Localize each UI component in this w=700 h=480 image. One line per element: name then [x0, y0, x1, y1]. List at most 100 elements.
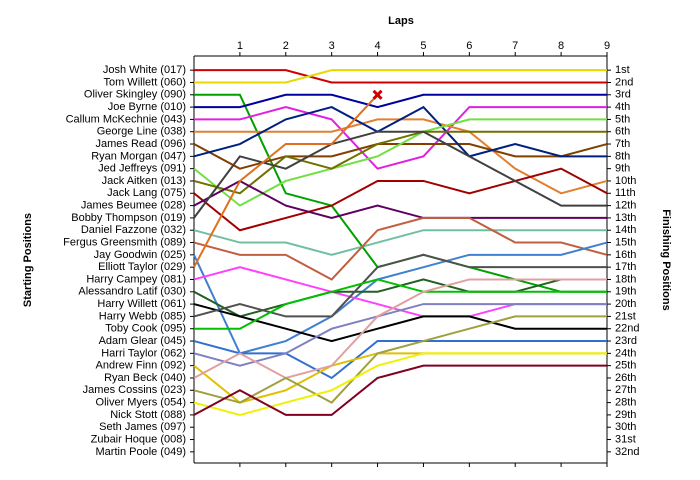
y2-tick-label: 28th	[615, 397, 636, 409]
y-tick-label: Alessandro Latif (030)	[78, 286, 186, 298]
y-tick-label: Tom Willett (060)	[103, 76, 186, 88]
y-tick-label: Harry Campey (081)	[86, 273, 186, 285]
y-axis-label: Starting Positions	[22, 213, 34, 307]
y2-tick-label: 18th	[615, 273, 636, 285]
y2-tick-label: 5th	[615, 113, 630, 125]
y2-tick-label: 16th	[615, 249, 636, 261]
y2-tick-label: 23rd	[615, 335, 637, 347]
y2-axis-label: Finishing Positions	[660, 209, 672, 310]
driver-line	[194, 93, 607, 293]
y2-tick-label: 30th	[615, 421, 636, 433]
y2-tick-label: 17th	[615, 261, 636, 273]
driver-line	[194, 69, 607, 84]
x-tick-label: 7	[512, 40, 518, 52]
driver-line	[193, 216, 608, 281]
y2-tick-label: 15th	[615, 236, 636, 248]
x-tick-label: 6	[466, 40, 472, 52]
x-tick-label: 8	[558, 40, 564, 52]
y-tick-label: Ryan Morgan (047)	[91, 150, 186, 162]
driver-line	[194, 106, 607, 170]
y2-tick-label: 10th	[615, 175, 636, 187]
driver-line	[193, 364, 607, 416]
y-tick-label: Jay Goodwin (025)	[94, 249, 186, 261]
y-tick-label: Zubair Hoque (008)	[91, 433, 186, 445]
x-tick-label: 9	[604, 40, 610, 52]
driver-line	[193, 352, 607, 416]
y2-tick-label: 6th	[615, 126, 630, 138]
y2-tick-label: 14th	[615, 224, 636, 236]
y2-tick-label: 25th	[615, 360, 636, 372]
y-tick-label: Adam Glear (045)	[99, 335, 186, 347]
driver-line	[194, 278, 607, 330]
y-tick-label: Joe Byrne (010)	[108, 101, 186, 113]
driver-line	[193, 253, 607, 318]
y2-tick-label: 9th	[615, 163, 630, 175]
y-tick-label: Jack Aitken (013)	[102, 175, 186, 187]
driver-line	[193, 143, 608, 170]
driver-line	[193, 94, 379, 268]
y-tick-label: George Line (038)	[97, 126, 186, 138]
driver-line	[193, 315, 607, 404]
y2-tick-label: 24th	[615, 347, 636, 359]
y-tick-label: Harri Taylor (062)	[101, 347, 186, 359]
driver-line	[193, 241, 608, 355]
y-tick-label: Daniel Fazzone (032)	[81, 224, 186, 236]
y-tick-label: Oliver Skingley (090)	[84, 89, 186, 101]
y-tick-label: Toby Cook (095)	[105, 323, 186, 335]
y-tick-label: Jed Jeffreys (091)	[98, 163, 186, 175]
y2-tick-label: 8th	[615, 150, 630, 162]
x-tick-label: 1	[237, 40, 243, 52]
driver-line	[193, 303, 607, 367]
driver-line	[193, 105, 607, 158]
y-tick-label: Harry Webb (085)	[99, 310, 186, 322]
x-tick-label: 2	[283, 40, 289, 52]
y-tick-label: Josh White (017)	[103, 64, 186, 76]
y2-tick-label: 1st	[615, 64, 630, 76]
y-tick-label: Seth James (097)	[99, 421, 186, 433]
y-tick-label: Oliver Myers (054)	[96, 397, 186, 409]
chart-title: Laps	[388, 15, 414, 27]
y2-tick-label: 4th	[615, 101, 630, 113]
driver-line	[193, 167, 608, 232]
driver-line	[193, 130, 607, 195]
y2-tick-label: 11th	[615, 187, 636, 199]
y2-tick-label: 20th	[615, 298, 636, 310]
y2-tick-label: 7th	[615, 138, 630, 150]
y2-tick-label: 21st	[615, 310, 636, 322]
retired-marker	[372, 89, 383, 100]
y-tick-label: James Beumee (028)	[81, 200, 186, 212]
y-tick-label: Martin Poole (049)	[96, 446, 187, 458]
y-tick-label: Callum McKechnie (043)	[66, 113, 186, 125]
y-tick-label: Nick Stott (088)	[110, 409, 186, 421]
driver-line	[193, 340, 607, 380]
y-tick-label: Elliott Taylor (029)	[98, 261, 186, 273]
y-tick-label: James Read (096)	[96, 138, 187, 150]
y2-tick-label: 12th	[615, 200, 636, 212]
y-tick-label: Harry Willett (061)	[97, 298, 186, 310]
driver-line	[193, 179, 607, 219]
y2-tick-label: 26th	[615, 372, 636, 384]
y2-tick-label: 2nd	[615, 76, 633, 88]
x-tick-label: 4	[374, 40, 380, 52]
driver-line	[194, 93, 607, 109]
driver-line	[194, 69, 607, 84]
y2-tick-label: 27th	[615, 384, 636, 396]
y-tick-label: James Cossins (023)	[83, 384, 186, 396]
y2-tick-label: 29th	[615, 409, 636, 421]
driver-line	[193, 229, 607, 256]
y-tick-label: Ryan Beck (040)	[104, 372, 186, 384]
x-tick-label: 3	[329, 40, 335, 52]
y2-tick-label: 32nd	[615, 446, 639, 458]
y-tick-label: Andrew Finn (092)	[96, 360, 187, 372]
x-tick-label: 5	[420, 40, 426, 52]
y2-tick-label: 22nd	[615, 323, 639, 335]
y-tick-label: Fergus Greensmith (089)	[63, 236, 186, 248]
driver-line	[193, 278, 607, 380]
y-tick-label: Jack Lang (075)	[107, 187, 186, 199]
y2-tick-label: 13th	[615, 212, 636, 224]
y2-tick-label: 3rd	[615, 89, 631, 101]
driver-line	[193, 303, 607, 343]
y-tick-label: Bobby Thompson (019)	[71, 212, 186, 224]
y2-tick-label: 31st	[615, 433, 636, 445]
